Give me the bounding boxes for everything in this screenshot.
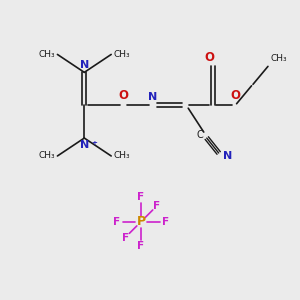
Text: O: O — [204, 51, 214, 64]
Text: N: N — [80, 140, 89, 150]
Text: CH₃: CH₃ — [114, 50, 130, 59]
Text: C: C — [196, 130, 203, 140]
Text: O: O — [118, 88, 128, 102]
Text: CH₃: CH₃ — [114, 152, 130, 160]
Text: F: F — [153, 201, 161, 211]
Text: CH₃: CH₃ — [271, 54, 288, 63]
Text: O: O — [230, 88, 240, 102]
Text: N: N — [148, 92, 158, 102]
Text: P: P — [136, 215, 146, 228]
Text: CH₃: CH₃ — [38, 152, 55, 160]
Text: +: + — [92, 140, 98, 146]
Text: F: F — [137, 192, 145, 202]
Text: N: N — [80, 60, 89, 70]
Text: N: N — [223, 151, 232, 161]
Text: F: F — [162, 217, 169, 227]
Text: CH₃: CH₃ — [38, 50, 55, 59]
Text: F: F — [137, 241, 145, 251]
Text: F: F — [122, 232, 129, 243]
Text: F: F — [113, 217, 120, 227]
